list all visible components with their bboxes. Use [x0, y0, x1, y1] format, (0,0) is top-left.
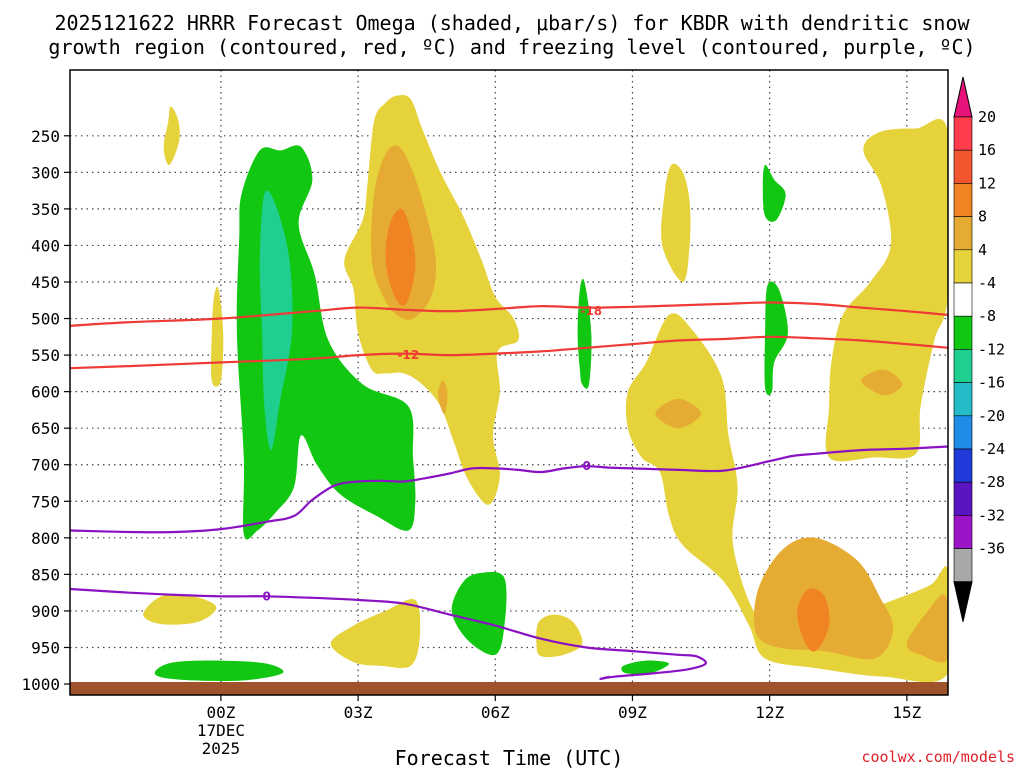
omega-region-rise-k	[797, 588, 830, 652]
colorbar-swatch	[953, 282, 973, 317]
omega-region-rise-h	[625, 313, 948, 683]
omega-region-sink-f	[451, 571, 507, 656]
colorbar-label: -12	[978, 340, 1005, 358]
omega-region-rise-c	[385, 208, 416, 306]
colorbar-swatch	[953, 216, 973, 251]
y-tick-label: 800	[31, 529, 60, 548]
y-tick-label: 1000	[21, 675, 60, 694]
omega-region-sink-c	[577, 278, 592, 389]
colorbar-swatch	[953, 481, 973, 516]
colorbar: 20 16 12 8 4 -4 -8 -12 -16 -20 -24 -28 -32 -36	[953, 76, 1005, 622]
y-tick-label: 850	[31, 565, 60, 584]
x-tick-sublabel: 17DEC	[197, 721, 245, 740]
contour-freezing-level-upper	[70, 445, 948, 534]
colorbar-swatch	[953, 249, 973, 284]
omega-region-rise-i	[655, 398, 702, 429]
colorbar-label: 12	[978, 174, 996, 192]
colorbar-label: -8	[978, 307, 996, 325]
x-axis-label: Forecast Time (UTC)	[395, 746, 624, 768]
x-tick-label: 03Z	[344, 703, 373, 722]
colorbar-swatch	[953, 415, 973, 450]
omega-region-rise-q	[536, 614, 583, 658]
y-tick-label: 400	[31, 236, 60, 255]
colorbar-swatch	[953, 149, 973, 184]
colorbar-label: 20	[978, 108, 996, 126]
credit-text: coolwx.com/models	[861, 748, 1015, 766]
y-tick-label: 900	[31, 602, 60, 621]
y-tick-label: 500	[31, 310, 60, 329]
colorbar-label: -36	[978, 540, 1005, 558]
y-tick-label: 750	[31, 492, 60, 511]
colorbar-swatch	[953, 382, 973, 417]
colorbar-swatch	[953, 515, 973, 549]
colorbar-swatch	[953, 315, 973, 350]
omega-region-rise-p	[330, 599, 421, 669]
colorbar-bottom-arrow	[953, 581, 973, 622]
y-axis: 250 300 350 400 450 500 550 600 650 700 750 800 850 9…	[21, 127, 70, 694]
contour-label: -12	[398, 348, 420, 362]
contour-labels: -18 -12 0 0	[262, 304, 602, 603]
x-tick-label: 15Z	[892, 703, 921, 722]
omega-region-rise-d	[438, 380, 448, 415]
omega-region-sink-e	[764, 281, 788, 396]
y-tick-label: 950	[31, 638, 60, 657]
chart-title-line-2: growth region (contoured, red, ºC) and f…	[48, 35, 975, 59]
colorbar-top-arrow	[953, 76, 973, 118]
y-tick-label: 650	[31, 419, 60, 438]
y-tick-label: 450	[31, 273, 60, 292]
y-tick-label: 550	[31, 346, 60, 365]
colorbar-label: -16	[978, 374, 1005, 392]
omega-region-sink-h	[621, 660, 670, 675]
colorbar-label: -20	[978, 407, 1005, 425]
colorbar-label: 16	[978, 141, 996, 159]
colorbar-label: -28	[978, 473, 1005, 491]
x-tick-label: 06Z	[481, 703, 510, 722]
ground-bar	[70, 682, 948, 695]
temperature-contours	[70, 301, 948, 681]
contour-isotherm--12C	[70, 335, 948, 370]
colorbar-label: -32	[978, 506, 1005, 524]
colorbar-swatch	[953, 548, 973, 583]
colorbar-label: -4	[978, 274, 996, 292]
x-tick-sublabel: 2025	[202, 739, 241, 758]
omega-region-rise-g	[661, 163, 691, 282]
grid-lines	[70, 70, 948, 695]
colorbar-label: 4	[978, 241, 987, 259]
colorbar-swatch	[953, 183, 973, 217]
x-tick-label: 00Z	[206, 703, 235, 722]
chart-title-line-1: 2025121622 HRRR Forecast Omega (shaded, …	[54, 11, 970, 35]
omega-region-sink-b	[259, 190, 293, 451]
omega-region-rise-n	[861, 369, 903, 396]
y-tick-label: 350	[31, 200, 60, 219]
omega-region-rise-e	[163, 106, 180, 166]
contour-label: 0	[583, 459, 591, 473]
colorbar-swatch	[953, 349, 973, 383]
colorbar-swatch	[953, 116, 973, 151]
contour-label: 0	[262, 589, 270, 603]
y-tick-label: 300	[31, 163, 60, 182]
omega-shading	[143, 95, 948, 683]
y-tick-label: 600	[31, 383, 60, 402]
y-tick-label: 250	[31, 127, 60, 146]
contour-isotherm--18C	[70, 301, 948, 327]
y-tick-label: 700	[31, 456, 60, 475]
colorbar-label: -24	[978, 440, 1005, 458]
colorbar-swatch	[953, 448, 973, 483]
omega-region-rise-o	[143, 594, 217, 625]
omega-region-sink-d	[762, 164, 786, 222]
contour-label: -18	[580, 304, 602, 318]
colorbar-label: 8	[978, 208, 987, 226]
x-tick-label: 12Z	[755, 703, 784, 722]
omega-region-sink-g	[154, 660, 284, 682]
contour-freezing-level-lower	[70, 587, 707, 681]
plot-frame	[69, 69, 949, 696]
omega-region-rise-l	[906, 594, 948, 663]
omega-region-rise-m	[825, 118, 948, 462]
x-tick-label: 09Z	[618, 703, 647, 722]
